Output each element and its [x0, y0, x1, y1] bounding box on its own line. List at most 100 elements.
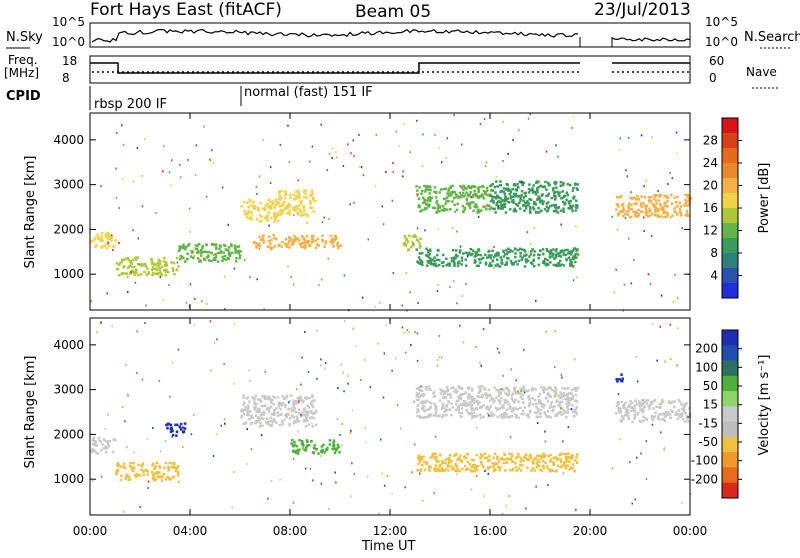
velocity-echo-cell [503, 453, 507, 456]
velocity-echo-cell [446, 463, 450, 467]
velocity-echo-cell [486, 412, 489, 415]
power-echo-cell [555, 207, 559, 210]
power-echo-cell [302, 213, 305, 217]
velocity-echo-cell [624, 413, 628, 417]
velocity-noise-dot [300, 383, 302, 386]
velocity-colorbar-frame [721, 329, 739, 499]
velocity-echo-cell [422, 460, 426, 464]
velocity-echo-cell [490, 414, 494, 417]
velocity-noise-dot [656, 359, 658, 362]
velocity-echo-cell [452, 454, 456, 457]
velocity-echo-cell [555, 414, 558, 418]
power-echo-cell [532, 254, 536, 257]
velocity-echo-cell [568, 460, 571, 463]
velocity-echo-cell [470, 403, 474, 407]
velocity-echo-cell [562, 392, 566, 395]
velocity-echo-cell [566, 400, 569, 403]
power-noise-dot [571, 126, 573, 129]
velocity-echo-cell [467, 387, 470, 391]
velocity-echo-cell [510, 397, 514, 400]
velocity-echo-cell [273, 408, 276, 412]
velocity-echo-cell [261, 395, 264, 398]
velocity-noise-dot [193, 413, 195, 416]
power-echo-cell [144, 265, 148, 268]
power-echo-cell [571, 257, 575, 260]
velocity-echo-band [615, 373, 624, 383]
velocity-echo-cell [116, 464, 119, 467]
power-echo-cell [152, 271, 155, 275]
velocity-echo-cell [540, 404, 544, 408]
velocity-noise-dot [501, 512, 504, 515]
power-echo-cell [408, 234, 411, 238]
velocity-echo-cell [454, 408, 458, 412]
power-echo-cell [553, 203, 556, 207]
velocity-echo-cell [421, 394, 424, 398]
velocity-colorbar-swatch [722, 375, 738, 392]
velocity-noise-dot [536, 422, 539, 425]
power-echo-cell [427, 197, 430, 200]
velocity-echo-cell [462, 455, 466, 459]
velocity-echo-cell [470, 458, 474, 461]
velocity-noise-dot [147, 480, 150, 483]
velocity-echo-cell [486, 466, 490, 469]
velocity-echo-cell [544, 461, 547, 464]
velocity-echo-cell [301, 411, 304, 414]
power-noise-dot [255, 185, 257, 188]
power-echo-cell [688, 199, 691, 202]
velocity-echo-cell [116, 469, 120, 473]
power-echo-cell [514, 188, 517, 191]
velocity-noise-dot [332, 439, 334, 442]
power-noise-dot [392, 272, 394, 274]
power-noise-dot [421, 165, 424, 168]
velocity-echo-cell [456, 406, 460, 409]
power-echo-cell [522, 196, 526, 199]
velocity-echo-cell [463, 399, 466, 403]
power-echo-cell [521, 248, 524, 251]
power-echo-cell [458, 251, 462, 254]
power-echo-cell [627, 204, 630, 208]
velocity-echo-cell [436, 415, 440, 418]
freq-trace [90, 62, 690, 74]
velocity-echo-cell [288, 417, 292, 420]
velocity-noise-dot [158, 379, 161, 382]
velocity-echo-cell [434, 411, 438, 415]
power-noise-dot [660, 294, 663, 297]
power-echo-cell [235, 250, 238, 254]
power-echo-cell [225, 248, 228, 251]
velocity-echo-cell [182, 430, 186, 433]
power-echo-cell [145, 273, 148, 276]
velocity-echo-cell [471, 415, 475, 418]
power-echo-cell [547, 201, 550, 204]
power-echo-cell [551, 255, 554, 258]
velocity-echo-cell [500, 457, 504, 460]
velocity-noise-dot [515, 379, 518, 382]
velocity-echo-cell [507, 392, 511, 395]
velocity-noise-dot [629, 461, 631, 464]
power-ytick-label: 2000 [53, 222, 84, 236]
power-echo-cell [572, 255, 575, 258]
velocity-echo-cell [642, 406, 646, 409]
power-echo-cell [451, 248, 455, 252]
velocity-echo-cell [104, 445, 107, 448]
velocity-echo-cell [470, 408, 473, 411]
velocity-echo-cell [439, 388, 442, 391]
power-echo-cell [540, 194, 543, 197]
power-echo-cell [190, 249, 193, 253]
velocity-noise-dot [410, 343, 412, 346]
power-echo-cell [497, 253, 500, 257]
power-echo-cell [562, 207, 565, 210]
power-echo-cell [507, 189, 510, 193]
velocity-echo-cell [499, 414, 502, 417]
x-tick-label: 12:00 [373, 524, 408, 538]
power-echo-cell [219, 250, 223, 253]
velocity-echo-cell [307, 443, 311, 447]
power-echo-cell [468, 193, 471, 197]
power-echo-cell [280, 212, 283, 216]
velocity-echo-cell [303, 420, 306, 423]
velocity-noise-dot [651, 401, 653, 403]
velocity-echo-cell [449, 396, 452, 399]
velocity-echo-cell [420, 400, 424, 404]
power-echo-cell [489, 264, 492, 268]
velocity-echo-cell [435, 409, 438, 412]
